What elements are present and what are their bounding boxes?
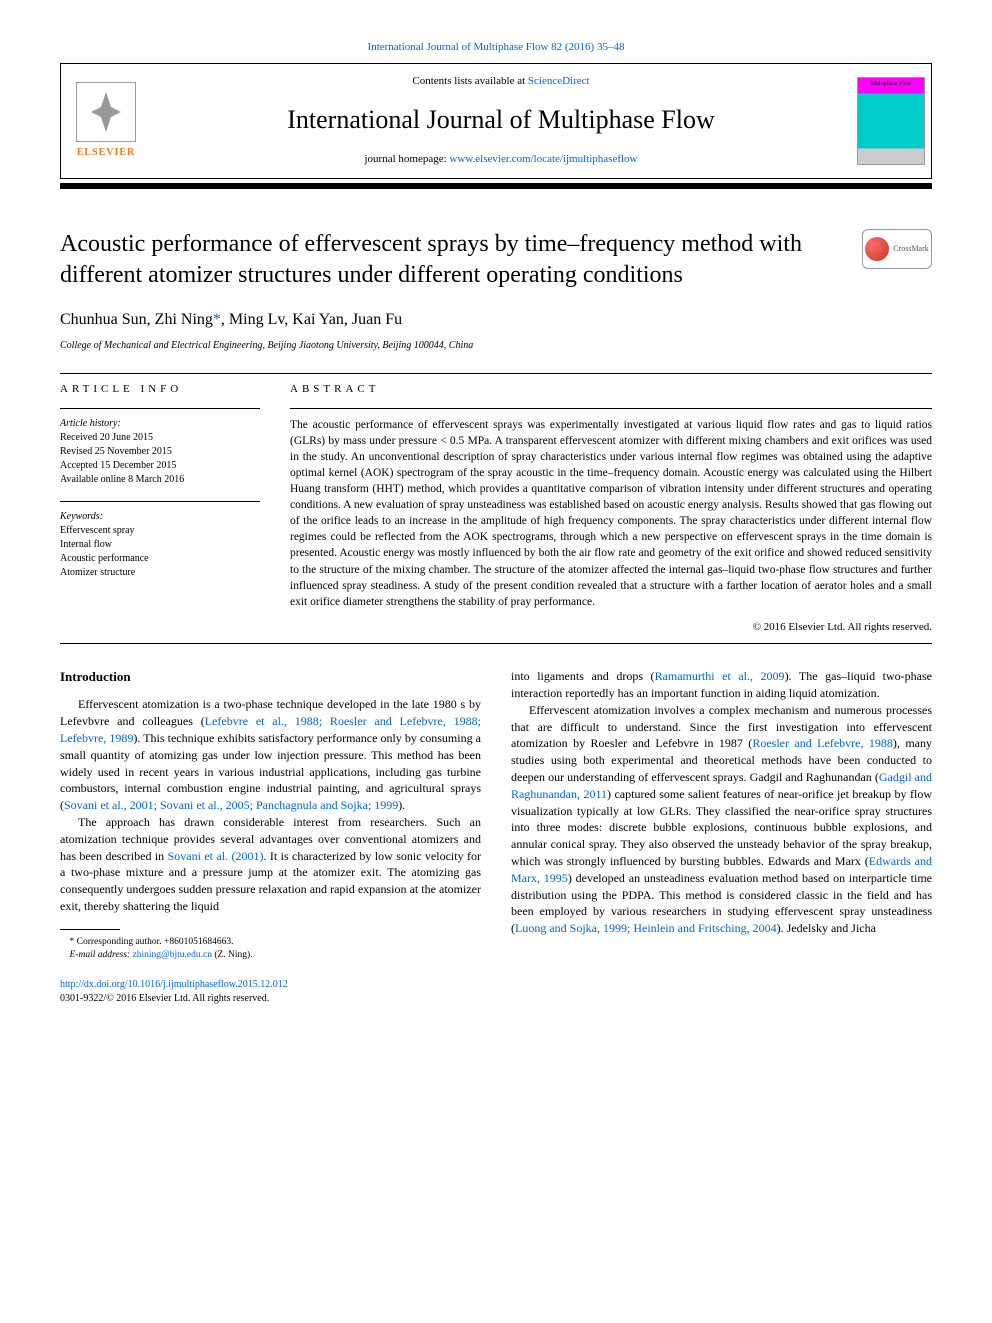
cover-label: Multiphase Flow bbox=[860, 80, 922, 88]
journal-cover: Multiphase Flow bbox=[851, 64, 931, 177]
email-footnote: E-mail address: zhining@bjtu.edu.cn (Z. … bbox=[60, 949, 481, 962]
contents-prefix: Contents lists available at bbox=[412, 75, 527, 87]
crossmark-badge[interactable]: CrossMark bbox=[862, 229, 932, 269]
article-info: ARTICLE INFO Article history: Received 2… bbox=[60, 382, 260, 635]
authors-first: Chunhua Sun, Zhi Ning bbox=[60, 311, 213, 328]
section-heading-introduction: Introduction bbox=[60, 668, 481, 686]
journal-header: ELSEVIER Contents lists available at Sci… bbox=[60, 63, 932, 178]
divider bbox=[60, 373, 932, 374]
keyword: Internal flow bbox=[60, 538, 260, 552]
copyright: © 2016 Elsevier Ltd. All rights reserved… bbox=[290, 620, 932, 635]
citation-link[interactable]: Roesler and Lefebvre, 1988 bbox=[752, 736, 893, 750]
divider bbox=[60, 501, 260, 502]
article-info-heading: ARTICLE INFO bbox=[60, 382, 260, 397]
citation-link[interactable]: Sovani et al. (2001) bbox=[168, 849, 264, 863]
email-link[interactable]: zhining@bjtu.edu.cn bbox=[132, 950, 211, 960]
header-center: Contents lists available at ScienceDirec… bbox=[151, 64, 851, 177]
header-divider bbox=[60, 183, 932, 189]
citation-link[interactable]: Sovani et al., 2001; Sovani et al., 2005… bbox=[64, 798, 398, 812]
body-span: ). Jedelsky and Jicha bbox=[777, 921, 876, 935]
crossmark-icon bbox=[865, 237, 889, 261]
body-span: into ligaments and drops ( bbox=[511, 669, 655, 683]
body-span: ). bbox=[398, 798, 405, 812]
top-citation: International Journal of Multiphase Flow… bbox=[60, 40, 932, 55]
corresponding-footnote: * Corresponding author. +8601051684663. bbox=[60, 936, 481, 949]
online-date: Available online 8 March 2016 bbox=[60, 473, 260, 487]
email-suffix: (Z. Ning). bbox=[212, 950, 253, 960]
revised-date: Revised 25 November 2015 bbox=[60, 445, 260, 459]
history-label: Article history: bbox=[60, 417, 260, 431]
authors: Chunhua Sun, Zhi Ning*, Ming Lv, Kai Yan… bbox=[60, 309, 932, 331]
abstract: ABSTRACT The acoustic performance of eff… bbox=[290, 382, 932, 635]
divider bbox=[290, 408, 932, 409]
body-text: Introduction Effervescent atomization is… bbox=[60, 668, 932, 1006]
divider bbox=[60, 408, 260, 409]
issn-copyright: 0301-9322/© 2016 Elsevier Ltd. All right… bbox=[60, 993, 269, 1004]
keyword: Acoustic performance bbox=[60, 552, 260, 566]
authors-rest: , Ming Lv, Kai Yan, Juan Fu bbox=[221, 311, 402, 328]
elsevier-label: ELSEVIER bbox=[77, 146, 136, 160]
email-label: E-mail address: bbox=[70, 950, 133, 960]
doi-block: http://dx.doi.org/10.1016/j.ijmultiphase… bbox=[60, 978, 481, 1006]
homepage-prefix: journal homepage: bbox=[365, 153, 450, 165]
homepage-line: journal homepage: www.elsevier.com/locat… bbox=[365, 152, 638, 167]
keyword: Atomizer structure bbox=[60, 566, 260, 580]
received-date: Received 20 June 2015 bbox=[60, 431, 260, 445]
journal-name: International Journal of Multiphase Flow bbox=[287, 102, 714, 138]
keywords-label: Keywords: bbox=[60, 510, 260, 524]
accepted-date: Accepted 15 December 2015 bbox=[60, 459, 260, 473]
contents-line: Contents lists available at ScienceDirec… bbox=[412, 74, 589, 89]
affiliation: College of Mechanical and Electrical Eng… bbox=[60, 339, 932, 353]
doi-link[interactable]: http://dx.doi.org/10.1016/j.ijmultiphase… bbox=[60, 979, 288, 990]
crossmark-label: CrossMark bbox=[893, 243, 929, 254]
sciencedirect-link[interactable]: ScienceDirect bbox=[528, 75, 590, 87]
elsevier-tree-icon bbox=[76, 82, 136, 142]
keyword: Effervescent spray bbox=[60, 524, 260, 538]
article-title: Acoustic performance of effervescent spr… bbox=[60, 229, 842, 291]
citation-link[interactable]: Luong and Sojka, 1999; Heinlein and Frit… bbox=[515, 921, 777, 935]
homepage-link[interactable]: www.elsevier.com/locate/ijmultiphaseflow bbox=[449, 153, 637, 165]
cover-thumbnail-icon: Multiphase Flow bbox=[857, 77, 925, 165]
abstract-heading: ABSTRACT bbox=[290, 382, 932, 397]
divider bbox=[60, 643, 932, 644]
footnote-divider bbox=[60, 929, 120, 930]
corresponding-star: * bbox=[213, 311, 221, 328]
elsevier-logo: ELSEVIER bbox=[61, 64, 151, 177]
abstract-text: The acoustic performance of effervescent… bbox=[290, 417, 932, 610]
citation-link[interactable]: Ramamurthi et al., 2009 bbox=[655, 669, 785, 683]
